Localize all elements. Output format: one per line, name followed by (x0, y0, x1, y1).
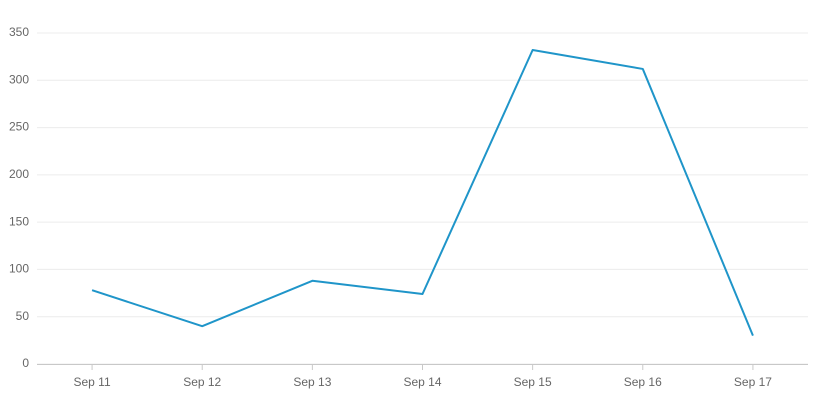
y-tick-label: 200 (9, 167, 29, 181)
x-tick-label: Sep 17 (734, 375, 772, 389)
x-tick-label: Sep 11 (73, 375, 110, 389)
y-tick-label: 150 (9, 214, 29, 228)
x-tick-label: Sep 15 (514, 375, 552, 389)
x-tick-label: Sep 12 (183, 375, 221, 389)
y-tick-label: 250 (9, 120, 29, 134)
data-line (91, 49, 754, 337)
x-tick-label: Sep 14 (403, 375, 441, 389)
x-tick-label: Sep 13 (293, 375, 331, 389)
y-tick-label: 100 (9, 262, 29, 276)
y-tick-label: 50 (16, 309, 30, 323)
x-tick-label: Sep 16 (624, 375, 662, 389)
y-tick-label: 300 (9, 72, 29, 86)
y-tick-label: 350 (9, 25, 29, 39)
y-tick-label: 0 (22, 356, 29, 370)
